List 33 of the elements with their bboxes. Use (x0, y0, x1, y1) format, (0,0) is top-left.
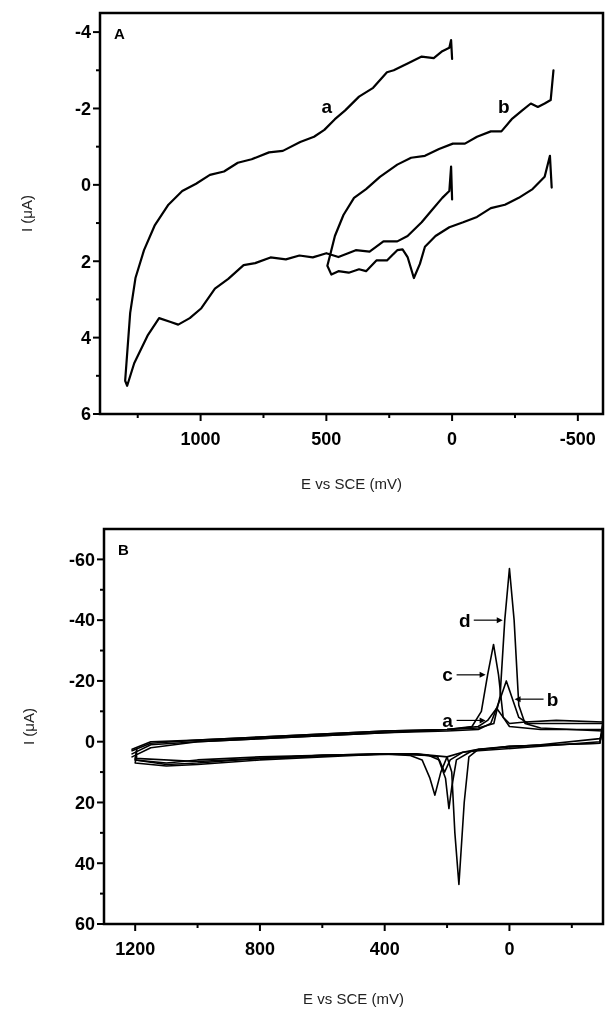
annotation: c (442, 664, 454, 686)
annotation: b (546, 688, 559, 710)
y-tick-label: 20 (74, 792, 95, 813)
y-tick-label: -20 (68, 671, 95, 692)
y-tick-label: 0 (80, 175, 91, 196)
x-axis-title: E vs SCE (mV) (303, 990, 404, 1007)
x-tick-label: -500 (559, 429, 596, 449)
text: B (118, 541, 129, 558)
y-tick-label: -4 (74, 22, 91, 43)
y-tick-label: 4 (80, 327, 91, 348)
x-tick-label: 1000 (180, 429, 221, 449)
y-tick-label: 60 (74, 914, 95, 935)
y-tick-label: -40 (68, 610, 95, 631)
x-tick-label: 0 (504, 939, 515, 959)
y-tick-label: -60 (68, 549, 95, 570)
x-axis-title: E vs SCE (mV) (301, 475, 402, 492)
x-tick-label: 800 (244, 939, 275, 959)
x-tick-label: 400 (369, 939, 400, 959)
annotation: d (458, 609, 471, 631)
annotation: a (321, 95, 333, 117)
x-tick-label: 1200 (115, 939, 156, 959)
y-axis-title: I (μA) (18, 195, 35, 232)
y-axis-title: I (μA) (20, 708, 37, 745)
text: A (114, 25, 125, 42)
y-tick-label: 40 (74, 853, 95, 874)
y-tick-label: 6 (80, 404, 91, 425)
annotation: b (497, 95, 510, 117)
annotation: a (442, 710, 454, 732)
y-tick-label: 2 (80, 251, 91, 272)
x-tick-label: 0 (447, 429, 458, 449)
y-tick-label: 0 (84, 731, 95, 752)
x-tick-label: 500 (311, 429, 342, 449)
y-tick-label: -2 (74, 98, 91, 119)
